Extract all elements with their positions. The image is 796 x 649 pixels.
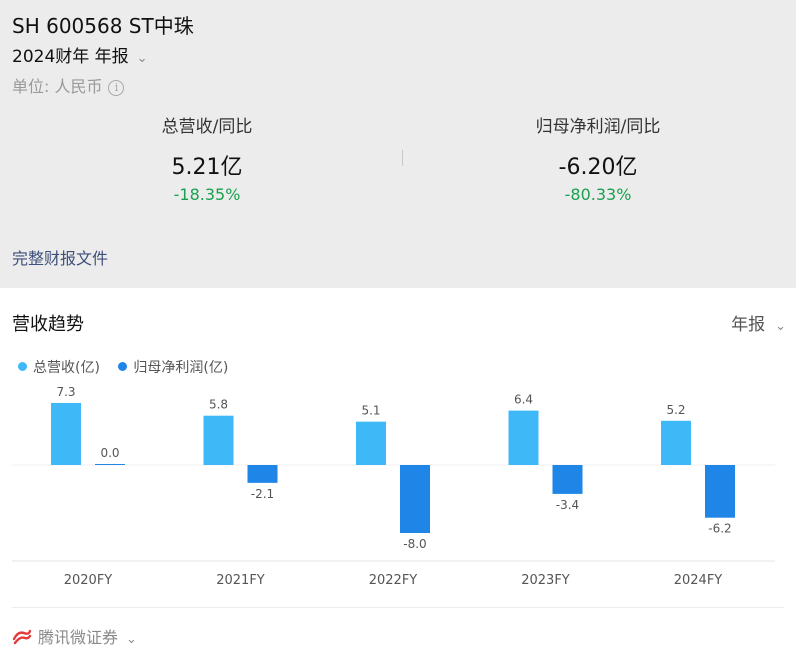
bar-profit-2023FY [552, 465, 583, 494]
footer-divider [12, 607, 784, 608]
legend-item-profit[interactable]: 归母净利润(亿) [118, 357, 228, 377]
chart-legend: 总营收(亿) 归母净利润(亿) [18, 357, 242, 377]
period-selector[interactable]: 2024财年 年报 ⌄ [12, 42, 148, 67]
bar-profit-2020FY [95, 464, 125, 465]
x-tick-2024FY: 2024FY [674, 573, 723, 588]
trend-period-selector[interactable]: 年报 ⌄ [731, 310, 786, 335]
period-label: 2024财年 年报 [12, 47, 129, 67]
trend-title: 营收趋势 [12, 314, 84, 335]
x-tick-2022FY: 2022FY [369, 573, 418, 588]
full-report-link[interactable]: 完整财报文件 [12, 249, 109, 268]
bar-revenue-2021FY [203, 415, 234, 465]
x-tick-2023FY: 2023FY [521, 573, 570, 588]
unit-label-row: 单位: 人民币 i [12, 73, 125, 97]
bar-revenue-2022FY [356, 421, 386, 465]
revenue-change: -18.35% [173, 185, 241, 204]
value-label-revenue-2023FY: 6.4 [514, 393, 533, 407]
metric-divider [402, 150, 403, 166]
profit-metric: 归母净利润/同比 -6.20亿 -80.33% [448, 112, 748, 204]
value-label-profit-2022FY: -8.0 [403, 537, 426, 551]
profit-label: 归母净利润/同比 [535, 117, 661, 137]
trend-period-label: 年报 [731, 315, 766, 335]
bar-profit-2024FY [705, 465, 735, 518]
footer-brand[interactable]: 腾讯微证券 ⌄ [12, 624, 137, 648]
legend-dot-revenue [18, 362, 27, 371]
info-icon[interactable]: i [108, 80, 125, 96]
unit-label: 单位: 人民币 [12, 77, 103, 96]
value-label-profit-2023FY: -3.4 [556, 498, 579, 512]
value-label-revenue-2020FY: 7.3 [56, 385, 75, 399]
legend-label-revenue: 总营收(亿) [33, 360, 100, 376]
legend-item-revenue[interactable]: 总营收(亿) [18, 357, 100, 377]
revenue-metric: 总营收/同比 5.21亿 -18.35% [57, 112, 357, 204]
revenue-label: 总营收/同比 [161, 117, 253, 137]
legend-label-profit: 归母净利润(亿) [133, 360, 229, 376]
legend-dot-profit [118, 362, 128, 371]
value-label-revenue-2021FY: 5.8 [209, 398, 228, 412]
chevron-down-icon: ⌄ [136, 51, 148, 66]
value-label-profit-2021FY: -2.1 [251, 487, 274, 501]
value-label-revenue-2024FY: 5.2 [666, 403, 685, 417]
chevron-down-icon: ⌄ [775, 319, 786, 334]
bar-profit-2022FY [400, 465, 430, 533]
trend-chart: 7.3 0.0 2020FY 5.8 -2.1 2021FY 5.1 -8.0 2022FY 6.… [12, 385, 775, 588]
bar-revenue-2024FY [661, 420, 691, 465]
bar-revenue-2023FY [508, 410, 539, 465]
revenue-value: 5.21亿 [171, 155, 243, 180]
chevron-down-icon: ⌄ [126, 632, 137, 647]
x-tick-2020FY: 2020FY [64, 573, 113, 588]
stock-title: SH 600568 ST中珠 [12, 14, 194, 38]
value-label-profit-2024FY: -6.2 [708, 522, 731, 536]
value-label-revenue-2022FY: 5.1 [361, 404, 380, 418]
bar-revenue-2020FY [51, 402, 81, 465]
footer-brand-label: 腾讯微证券 [38, 628, 119, 647]
profit-change: -80.33% [564, 185, 632, 204]
tencent-logo-icon [12, 629, 32, 645]
value-label-profit-2020FY: 0.0 [100, 446, 119, 460]
summary-panel: SH 600568 ST中珠 2024财年 年报 ⌄ 单位: 人民币 i 总营收/同… [0, 0, 796, 288]
profit-value: -6.20亿 [558, 155, 638, 180]
x-tick-2021FY: 2021FY [216, 573, 265, 588]
bar-profit-2021FY [247, 465, 278, 483]
